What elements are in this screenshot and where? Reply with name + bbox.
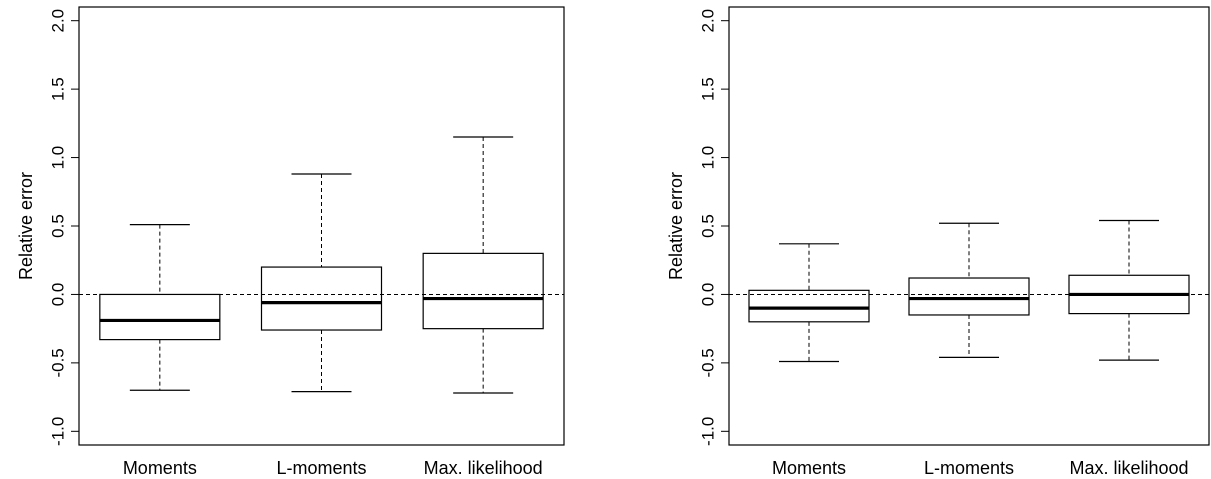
- box-1: [908, 222, 1030, 358]
- y-tick-label: -0.5: [49, 348, 68, 377]
- x-category-label: Moments: [123, 458, 197, 478]
- x-category-label: Max. likelihood: [424, 458, 543, 478]
- y-tick-label: 1.5: [49, 77, 68, 101]
- y-tick-label: 0.0: [699, 283, 718, 307]
- y-tick-label: -1.0: [699, 417, 718, 446]
- y-tick-label: 1.5: [699, 77, 718, 101]
- y-tick-label: 1.0: [699, 146, 718, 170]
- x-category-label: L-moments: [276, 458, 366, 478]
- iqr-box: [99, 293, 221, 341]
- y-tick-label: 2.0: [49, 9, 68, 33]
- y-tick-label: -1.0: [49, 417, 68, 446]
- y-tick-label: -0.5: [699, 348, 718, 377]
- box-0: [99, 224, 221, 391]
- y-tick-label: 1.0: [49, 146, 68, 170]
- iqr-box: [908, 277, 1030, 316]
- box-1: [260, 173, 383, 393]
- y-tick-label: 0.5: [699, 214, 718, 238]
- x-category-label: L-moments: [924, 458, 1014, 478]
- iqr-box: [748, 289, 870, 323]
- iqr-box: [260, 266, 383, 331]
- iqr-box: [422, 252, 544, 330]
- x-category-label: Moments: [772, 458, 846, 478]
- box-2: [1068, 219, 1190, 361]
- y-tick-label: 0.0: [49, 283, 68, 307]
- y-axis-title: Relative error: [16, 172, 36, 280]
- box-0: [748, 243, 870, 363]
- y-tick-label: 0.5: [49, 214, 68, 238]
- y-axis-title: Relative error: [666, 172, 686, 280]
- chart-panel-2: -1.0 -0.5 0.0 0.5 1.0 1.5 2.0 Relative error Mom…: [666, 6, 1210, 478]
- x-category-label: Max. likelihood: [1069, 458, 1188, 478]
- y-tick-label: 2.0: [699, 9, 718, 33]
- chart-panel-1: -1.0 -0.5 0.0 0.5 1.0 1.5 2.0 Relative error Mom…: [16, 6, 565, 478]
- box-2: [422, 136, 544, 394]
